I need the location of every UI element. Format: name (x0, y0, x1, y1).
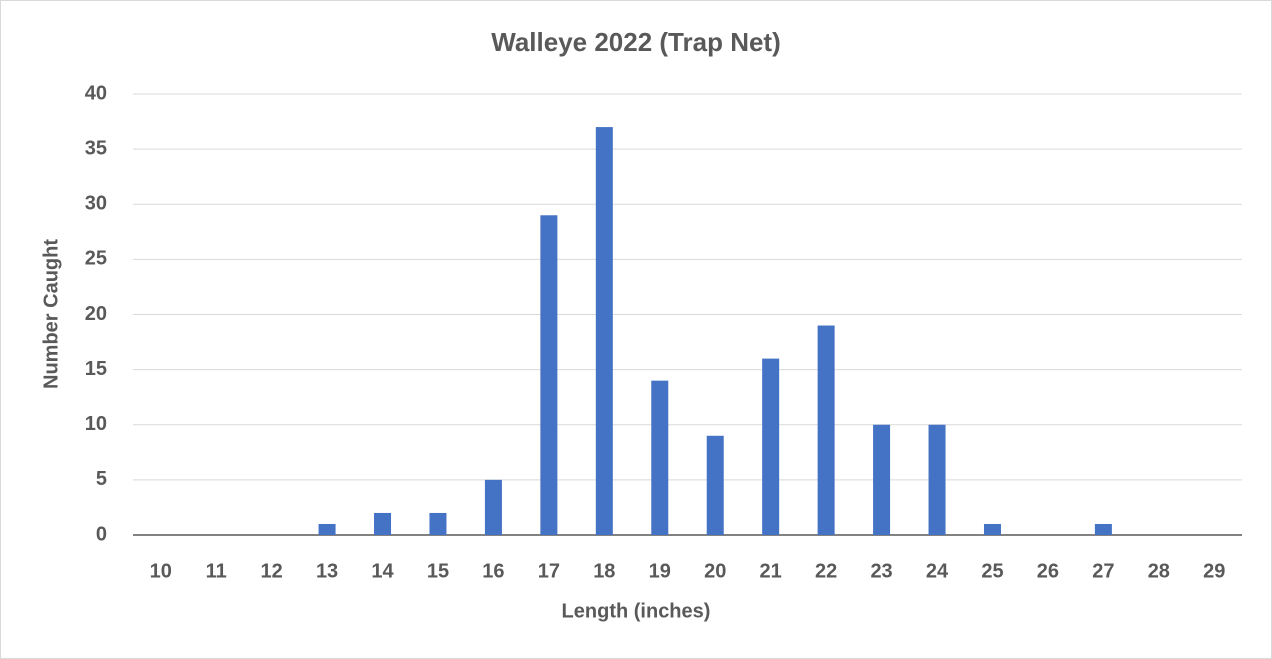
x-tick-label: 19 (649, 560, 671, 582)
bar (595, 127, 613, 535)
x-tick-label: 25 (981, 560, 1003, 582)
x-tick-label: 10 (150, 560, 172, 582)
x-tick-label: 24 (926, 560, 949, 582)
x-tick-label: 26 (1037, 560, 1059, 582)
y-tick-label: 0 (96, 523, 107, 545)
bar (1094, 523, 1112, 535)
x-tick-label: 13 (316, 560, 338, 582)
bar (374, 512, 392, 535)
x-tick-label: 16 (482, 560, 504, 582)
bar (540, 215, 558, 535)
x-tick-label: 23 (870, 560, 892, 582)
bar (651, 380, 669, 535)
y-axis-label: Number Caught (40, 239, 62, 389)
y-tick-label: 5 (96, 468, 107, 490)
bar (762, 358, 780, 535)
bar (706, 435, 724, 535)
x-tick-label: 11 (206, 560, 227, 582)
bar (873, 424, 891, 535)
y-tick-label: 20 (85, 303, 107, 325)
bar (983, 523, 1001, 535)
y-tick-label: 35 (85, 137, 107, 159)
x-tick-label: 12 (261, 560, 283, 582)
x-tick-label: 27 (1092, 560, 1114, 582)
x-tick-label: 21 (760, 560, 782, 582)
bar (484, 479, 502, 535)
bar (928, 424, 946, 535)
x-axis-label: Length (inches) (562, 600, 711, 622)
x-tick-label: 22 (815, 560, 837, 582)
x-tick-label: 18 (593, 560, 615, 582)
x-tick-label: 15 (427, 560, 449, 582)
bar (318, 523, 336, 535)
x-tick-label: 20 (704, 560, 726, 582)
x-tick-label: 28 (1148, 560, 1170, 582)
y-tick-label: 40 (85, 82, 107, 104)
bar (817, 325, 835, 535)
x-tick-label: 17 (538, 560, 560, 582)
y-tick-label: 15 (85, 358, 107, 380)
y-tick-label: 10 (85, 413, 107, 435)
y-tick-label: 30 (85, 193, 107, 215)
x-tick-label: 14 (371, 560, 394, 582)
chart-title: Walleye 2022 (Trap Net) (491, 27, 781, 57)
bar (429, 512, 447, 535)
x-tick-label: 29 (1203, 560, 1225, 582)
y-tick-label: 25 (85, 248, 107, 270)
